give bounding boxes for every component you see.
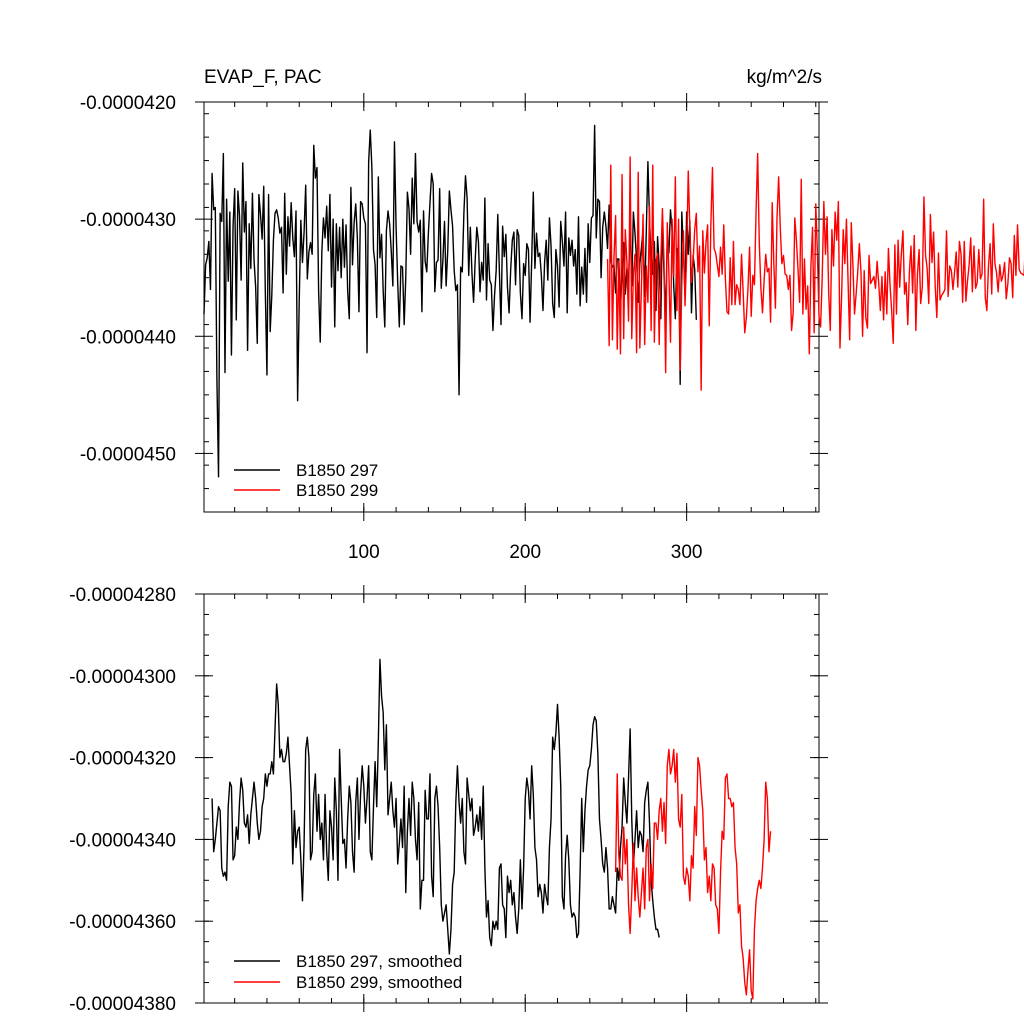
series-line-1 — [614, 748, 772, 1000]
y-tick-label: -0.0000420 — [80, 93, 176, 114]
y-tick-label: -0.00004300 — [69, 667, 176, 688]
chart-title: EVAP_F, PAC — [204, 67, 322, 88]
y-tick-label: -0.00004340 — [69, 830, 176, 851]
x-tick-labels: 100 200 300 — [348, 542, 703, 563]
tick-marks — [195, 585, 828, 1012]
legend-label-black: B1850 297 — [296, 461, 378, 480]
series-line-0 — [211, 658, 660, 955]
y-tick-label: -0.00004380 — [69, 994, 176, 1015]
y-tick-label: -0.0000430 — [80, 210, 176, 231]
y-tick-label: -0.00004320 — [69, 749, 176, 770]
y-tick-label: -0.00004280 — [69, 585, 176, 606]
legend: B1850 297 B1850 299 — [234, 461, 378, 500]
x-tick-label: 100 — [348, 542, 380, 563]
top-panel: EVAP_F, PAC kg/m^2/s -0.0000420 -0.000043… — [80, 67, 1024, 563]
series-lines — [203, 124, 1024, 478]
plot-frame — [203, 593, 820, 1004]
legend-label-red: B1850 299 — [296, 481, 378, 500]
y-tick-labels: -0.00004280 -0.00004300 -0.00004320 -0.0000… — [69, 585, 176, 1015]
tick-marks — [195, 93, 828, 521]
legend: B1850 297, smoothed B1850 299, smoothed — [234, 952, 462, 992]
series-line-1 — [606, 152, 1024, 391]
x-tick-label: 200 — [509, 542, 541, 563]
x-tick-label: 300 — [671, 542, 703, 563]
bottom-panel: -0.00004280 -0.00004300 -0.00004320 -0.0000… — [69, 585, 828, 1015]
legend-label-black: B1850 297, smoothed — [296, 952, 462, 971]
units-label: kg/m^2/s — [747, 67, 822, 88]
legend-label-red: B1850 299, smoothed — [296, 973, 462, 992]
y-tick-labels: -0.0000420 -0.0000430 -0.0000440 -0.0000450 — [80, 93, 176, 465]
y-tick-label: -0.0000440 — [80, 327, 176, 348]
series-lines — [211, 658, 772, 1000]
y-tick-label: -0.0000450 — [80, 444, 176, 465]
y-tick-label: -0.00004360 — [69, 912, 176, 933]
